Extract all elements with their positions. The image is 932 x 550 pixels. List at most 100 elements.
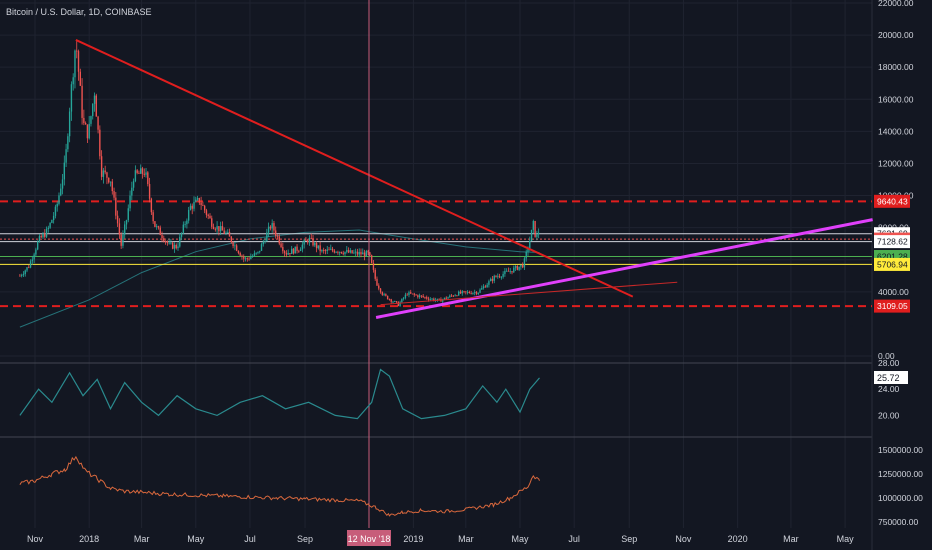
price-tick-label: 18000.00 — [878, 62, 914, 72]
candle-body — [228, 232, 231, 237]
candle-body — [177, 246, 179, 249]
candle-body — [326, 249, 328, 251]
time-tick-label: Sep — [621, 534, 637, 544]
candle-body — [161, 235, 163, 239]
candle-body — [38, 236, 41, 242]
candle-body — [459, 291, 462, 294]
time-tick-label: Mar — [134, 534, 150, 544]
candle-body — [211, 218, 213, 227]
candle-body — [484, 286, 487, 288]
candle-body — [354, 251, 357, 253]
candle-body — [502, 273, 504, 277]
candle-body — [388, 299, 391, 300]
indicator-line — [19, 368, 540, 420]
candle-body — [362, 252, 364, 255]
time-tick-label: Mar — [783, 534, 799, 544]
candle-body — [276, 235, 279, 237]
candle-body — [184, 224, 186, 225]
candle-body — [207, 214, 209, 216]
candle-body — [49, 222, 51, 228]
candle-body — [346, 250, 348, 252]
candle-body — [450, 295, 453, 297]
candle-body — [216, 226, 218, 230]
candle-body — [125, 220, 128, 225]
candle-body — [42, 233, 44, 238]
candle-body — [259, 250, 261, 252]
candle-body — [70, 84, 73, 112]
candle-body — [321, 250, 323, 252]
candle-body — [333, 250, 336, 253]
time-tick-label: May — [187, 534, 205, 544]
candle-body — [140, 168, 142, 174]
candle-body — [397, 302, 400, 306]
candle-body — [246, 258, 248, 260]
candle-body — [145, 172, 147, 175]
candle-body — [410, 292, 412, 294]
time-tick-label: Jul — [568, 534, 580, 544]
candle-body — [520, 264, 522, 267]
time-axis[interactable]: Nov 2018 Mar May Jul Sep 2019 Mar May Jul Sep Nov 20… — [27, 534, 854, 544]
candle-body — [530, 229, 533, 241]
candle-body — [225, 232, 227, 234]
candle-body — [324, 250, 327, 252]
volume-tick-label: 1000000.00 — [878, 493, 923, 503]
candle-body — [466, 291, 469, 293]
candle-body — [305, 240, 307, 242]
candle-body — [65, 149, 67, 163]
candle-body — [237, 250, 240, 253]
trendline-descending-red — [75, 38, 634, 298]
indicator-axis[interactable]: 28.00 24.00 20.00 — [878, 358, 900, 420]
candle-body — [303, 240, 305, 245]
candle-body — [308, 237, 311, 243]
candle-body — [108, 177, 110, 183]
indicator-last-value: 25.72 — [877, 373, 900, 383]
candle-body — [351, 250, 353, 254]
candle-body — [340, 251, 343, 254]
candle-body — [452, 295, 455, 297]
trendlines[interactable] — [75, 38, 873, 319]
candle-body — [507, 270, 510, 272]
candle-body — [489, 278, 492, 282]
candle-body — [372, 262, 375, 270]
candle-body — [262, 241, 264, 245]
volume-axis[interactable]: 1500000.00 1250000.00 1000000.00 750000.00 — [878, 445, 923, 527]
candle-body — [301, 244, 304, 250]
candle-body — [402, 297, 405, 299]
candle-body — [129, 195, 131, 209]
candle-body — [234, 245, 236, 247]
candle-body — [280, 243, 282, 248]
candle-body — [143, 173, 145, 175]
candle-body — [534, 220, 536, 237]
level-label: 5706.94 — [877, 259, 908, 269]
time-tick-label: 2019 — [403, 534, 423, 544]
trendline-ascending-magenta — [375, 218, 873, 319]
candle-body — [200, 202, 202, 205]
candle-body — [28, 267, 30, 269]
candle-body — [401, 298, 403, 303]
time-tick-label: Sep — [297, 534, 313, 544]
candle-body — [493, 275, 495, 281]
candle-body — [335, 251, 337, 253]
candle-body — [292, 248, 295, 254]
price-tick-label: 4000.00 — [878, 287, 909, 297]
candle-body — [365, 251, 368, 257]
candle-body — [283, 251, 286, 254]
candle-body — [436, 298, 439, 300]
candle-body — [264, 241, 266, 243]
candle-body — [111, 181, 113, 192]
candle-body — [84, 122, 87, 125]
candle-body — [504, 270, 506, 274]
volume-indicator-line — [19, 455, 540, 517]
candle-body — [24, 270, 26, 275]
candle-body — [344, 251, 346, 255]
candle-body — [395, 301, 398, 303]
candle-body — [88, 123, 90, 139]
candle-body — [157, 226, 160, 228]
candle-body — [253, 253, 256, 256]
indicator-tick-label: 28.00 — [878, 358, 900, 368]
candle-body — [498, 276, 501, 278]
candle-body — [294, 246, 296, 254]
candle-body — [349, 250, 352, 253]
candle-body — [481, 288, 483, 290]
